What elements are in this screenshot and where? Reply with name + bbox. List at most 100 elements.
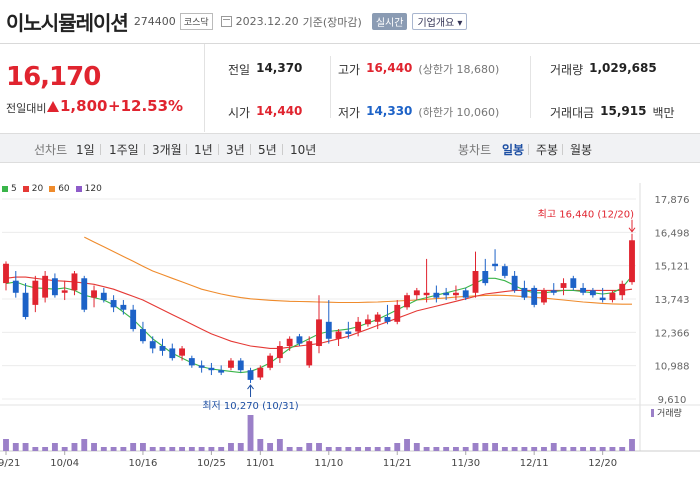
volume-bar [51, 443, 58, 451]
stat-low: 저가 14,330 (하한가 10,060) [338, 104, 500, 120]
volume-bar [541, 447, 547, 451]
volume-bar [81, 439, 88, 451]
candle-body [286, 338, 293, 347]
stat-high: 고가 16,440 (상한가 18,680) [338, 61, 500, 77]
candle-body [374, 314, 381, 322]
candle-body [159, 346, 166, 351]
volume-bar [296, 447, 303, 451]
y-tick-label: 10,988 [655, 362, 690, 373]
candle-body [364, 319, 371, 325]
candle-body [140, 329, 146, 342]
candle-body [629, 240, 635, 283]
tab-daily[interactable]: 일봉 [502, 143, 525, 157]
max-annotation: 최고 16,440 (12/20) [538, 209, 634, 221]
volume-bar [511, 447, 518, 451]
tab-3y[interactable]: 3년 [226, 143, 245, 157]
stats-divider [330, 56, 331, 118]
candle-body [296, 336, 303, 344]
quote-date: 2023.12.20 [235, 15, 299, 28]
volume-bar [580, 447, 587, 451]
candle-body [453, 292, 459, 296]
volume-bar [364, 447, 371, 451]
candle-body [325, 321, 332, 339]
candle-body [462, 290, 469, 298]
company-overview-button[interactable]: 기업개요 ▾ [412, 13, 468, 30]
line-chart-title: 선차트 [34, 143, 68, 157]
realtime-button[interactable]: 실시간 [371, 13, 408, 30]
candle-body [61, 290, 68, 293]
tab-1y[interactable]: 1년 [194, 143, 213, 157]
candle-body [413, 290, 420, 296]
tab-10y[interactable]: 10년 [290, 143, 317, 157]
x-tick-label: 11/01 [246, 458, 275, 469]
volume-bar [71, 443, 78, 451]
candle-chart-title: 봉차트 [458, 143, 492, 157]
volume-bar [130, 443, 137, 451]
volume-bar [325, 447, 332, 451]
max-arrow-icon [628, 227, 636, 233]
candle-body [3, 263, 9, 284]
candle-body [619, 283, 626, 296]
candle-body [580, 287, 587, 293]
volume-bar [169, 447, 176, 451]
candle-body [511, 275, 518, 291]
volume-bar [159, 447, 166, 451]
volume-bar [237, 443, 244, 451]
candle-body [276, 346, 283, 359]
candle-body [110, 300, 117, 308]
volume-bar [345, 447, 352, 451]
volume-bar [423, 447, 430, 451]
y-tick-label: 9,610 [658, 395, 687, 406]
up-arrow-icon [47, 101, 59, 112]
period-tabbar: 선차트 1일 1주일 3개월 1년 3년 5년 10년 봉차트 일봉 주봉 월봉 [0, 133, 700, 163]
x-tick-label: 10/25 [197, 458, 226, 469]
volume-bar [609, 447, 616, 451]
volume-bar [570, 447, 577, 451]
candle-body [404, 295, 410, 308]
candle-body [51, 278, 58, 296]
candle-body [472, 271, 479, 293]
x-tick-label: 11/30 [451, 458, 480, 469]
volume-bar [198, 447, 205, 451]
volume-bar [384, 447, 391, 451]
volume-bar [110, 447, 117, 451]
volume-bar [276, 439, 283, 451]
volume-bar [218, 447, 225, 451]
stock-code: 274400 [133, 15, 176, 28]
tab-3m[interactable]: 3개월 [152, 143, 182, 157]
volume-bar [619, 447, 626, 451]
volume-bar [374, 447, 381, 451]
legend-ma20: 20 [22, 184, 43, 194]
volume-bar [22, 443, 29, 451]
tab-5y[interactable]: 5년 [258, 143, 277, 157]
legend-ma5: 5 [2, 184, 17, 194]
volume-bar [335, 447, 342, 451]
candle-body [384, 316, 391, 322]
candle-body [100, 292, 107, 301]
candle-body [501, 266, 508, 276]
calendar-icon [220, 16, 232, 27]
x-tick-label: 11/21 [383, 458, 412, 469]
stock-name: 이노시뮬레이션 [6, 11, 129, 35]
price-chart[interactable]: 17,876 16,498 15,121 13,743 12,366 10,988 9,61… [0, 163, 700, 490]
tab-weekly[interactable]: 주봉 [536, 143, 559, 157]
volume-bar [492, 443, 498, 451]
tab-1d[interactable]: 1일 [76, 143, 95, 157]
volume-bar [286, 447, 293, 451]
candle-body [541, 290, 547, 303]
volume-bar [531, 447, 538, 451]
candle-body [345, 331, 352, 334]
stats-panel: 전일 14,370 고가 16,440 (상한가 18,680) 거래량 1,0… [206, 44, 700, 132]
legend-ma120: 120 [75, 184, 102, 194]
volume-bar [501, 447, 508, 451]
candle-body [482, 271, 489, 284]
stat-amount: 거래대금 15,915 백만 [550, 104, 675, 120]
candle-body [71, 273, 78, 291]
tab-monthly[interactable]: 월봉 [570, 143, 593, 157]
volume-bar [443, 447, 450, 451]
volume-bar [32, 447, 39, 451]
tab-1w[interactable]: 1주일 [109, 143, 139, 157]
min-annotation: 최저 10,270 (10/31) [202, 400, 298, 412]
volume-bar [550, 443, 557, 451]
change-label: 전일대비 [6, 102, 47, 115]
